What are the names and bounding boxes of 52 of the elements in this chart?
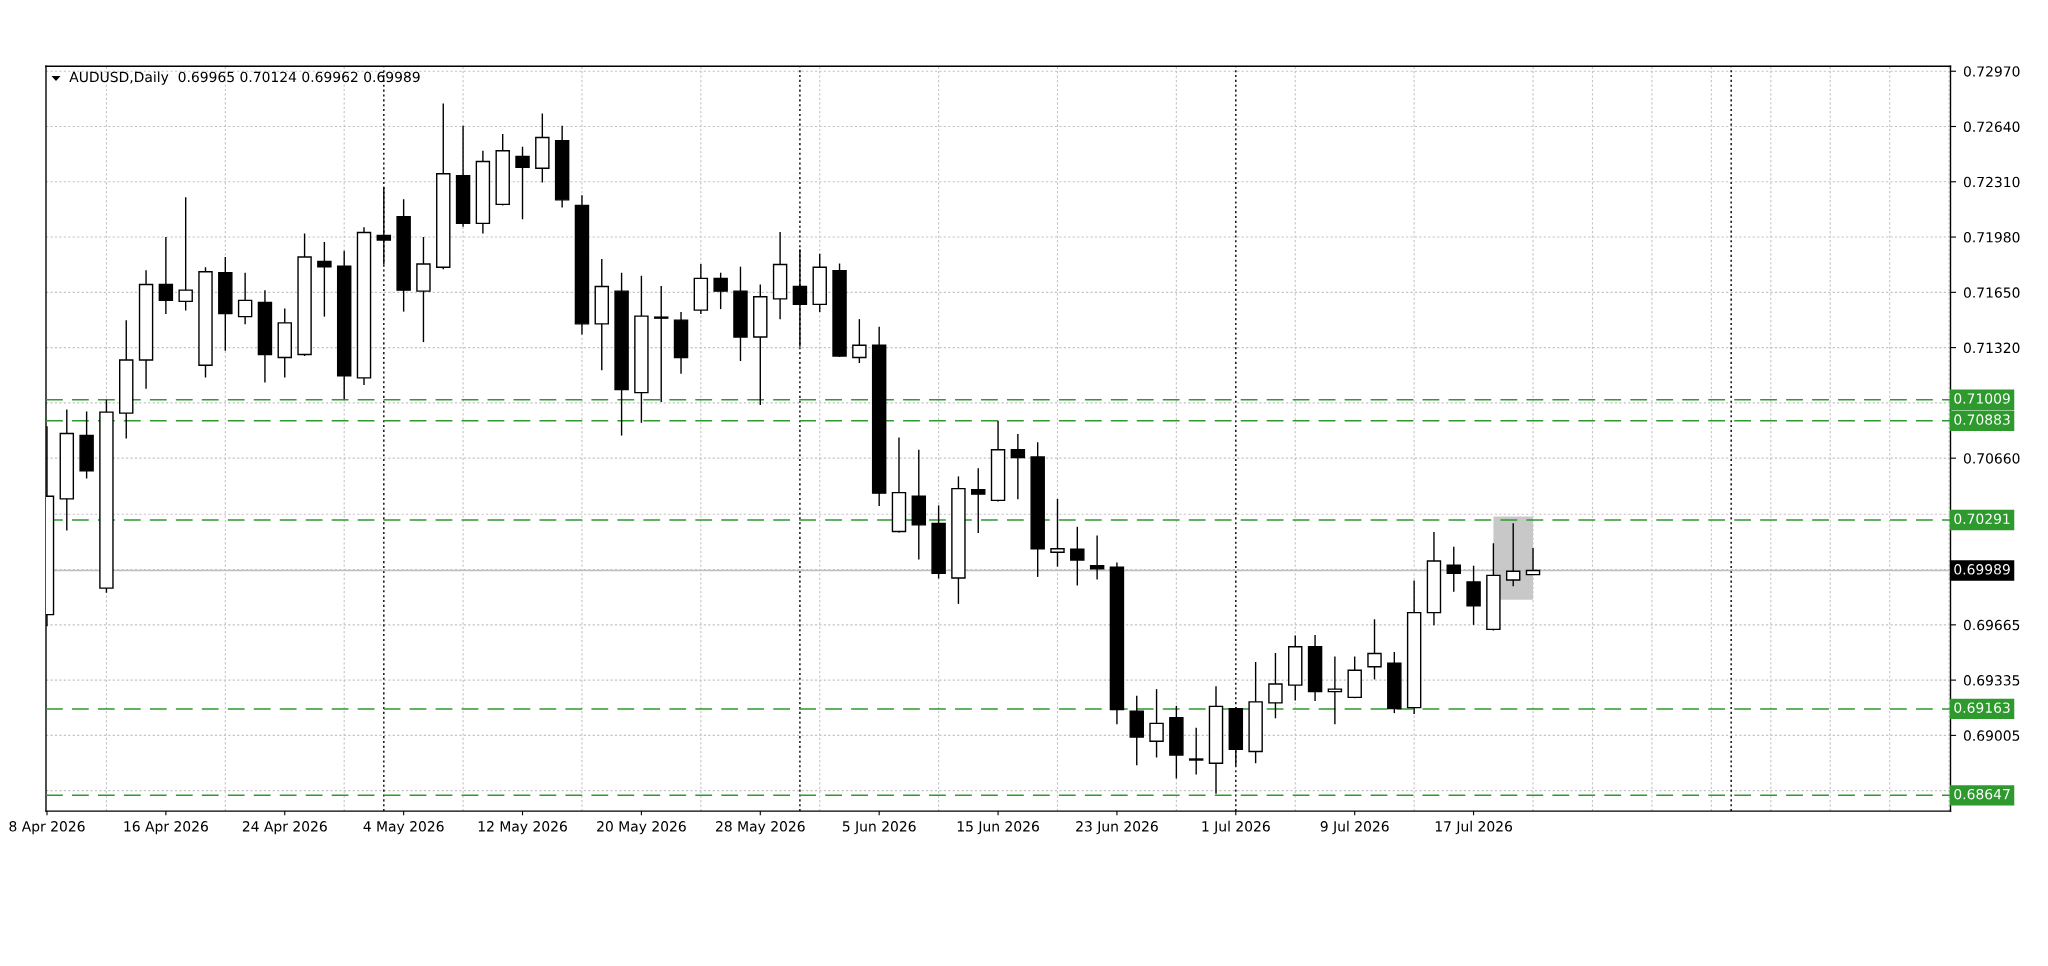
x-tick-label: 24 Apr 2026 — [242, 821, 327, 835]
candlestick — [852, 318, 867, 364]
y-tick-label: 0.70660 — [1963, 453, 2020, 464]
candlestick — [1327, 655, 1343, 726]
ref-line-label: 0.70883 — [1954, 414, 2010, 425]
candlestick — [1188, 727, 1204, 776]
candlestick — [317, 241, 332, 318]
candlestick — [1505, 522, 1521, 587]
ref-line-label: 0.69989 — [1954, 564, 2010, 575]
y-tick-label: 0.71650 — [1963, 287, 2020, 298]
x-tick-label: 15 Jun 2026 — [957, 821, 1039, 835]
candlestick — [1446, 546, 1462, 593]
x-tick-label: 20 May 2026 — [597, 821, 686, 835]
x-tick-label: 4 May 2026 — [363, 821, 444, 835]
y-tick-label: 0.69335 — [1963, 675, 2020, 686]
candlestick — [1010, 433, 1026, 501]
y-tick-label: 0.72310 — [1963, 176, 2020, 188]
y-tick-label: 0.72640 — [1963, 121, 2020, 132]
candlestick — [515, 146, 530, 220]
candlestick — [1070, 526, 1085, 587]
x-tick-label: 28 May 2026 — [716, 821, 805, 835]
candlestick — [1466, 565, 1481, 626]
y-tick-label: 0.71320 — [1963, 342, 2020, 354]
x-tick-label: 12 May 2026 — [478, 821, 567, 835]
candlestick — [713, 272, 728, 310]
candlestick — [158, 236, 174, 315]
candlestick — [1149, 688, 1164, 759]
ref-line-label: 0.69163 — [1954, 702, 2010, 713]
chart-title: AUDUSD,Daily 0.69965 0.70124 0.69962 0.69989 — [69, 71, 420, 85]
candlestick — [1050, 498, 1065, 568]
x-tick-label: 5 Jun 2026 — [842, 821, 916, 835]
x-tick-label: 17 Jul 2026 — [1435, 820, 1513, 835]
y-tick-label: 0.69665 — [1963, 619, 2020, 631]
candlestick — [237, 272, 253, 326]
y-tick-label: 0.71980 — [1963, 232, 2020, 243]
ref-line-label: 0.71009 — [1954, 393, 2010, 404]
x-tick-label: 16 Apr 2026 — [124, 821, 208, 835]
candlestick — [971, 467, 986, 534]
candlestick — [1367, 618, 1382, 681]
candlestick — [1525, 547, 1541, 576]
x-tick-label: 1 Jul 2026 — [1202, 820, 1270, 835]
candlestick — [178, 196, 193, 312]
ref-line-label: 0.68647 — [1954, 788, 2010, 800]
y-tick-label: 0.69005 — [1963, 730, 2020, 741]
ref-line-label: 0.70291 — [1954, 513, 2010, 524]
candlestick — [1089, 534, 1105, 581]
y-tick-label: 0.72970 — [1963, 66, 2020, 77]
candlestick — [653, 285, 669, 403]
x-tick-label: 8 Apr 2026 — [9, 821, 85, 835]
candlestick — [1268, 652, 1283, 719]
x-tick-label: 9 Jul 2026 — [1320, 820, 1389, 835]
x-tick-label: 23 Jun 2026 — [1076, 821, 1158, 835]
